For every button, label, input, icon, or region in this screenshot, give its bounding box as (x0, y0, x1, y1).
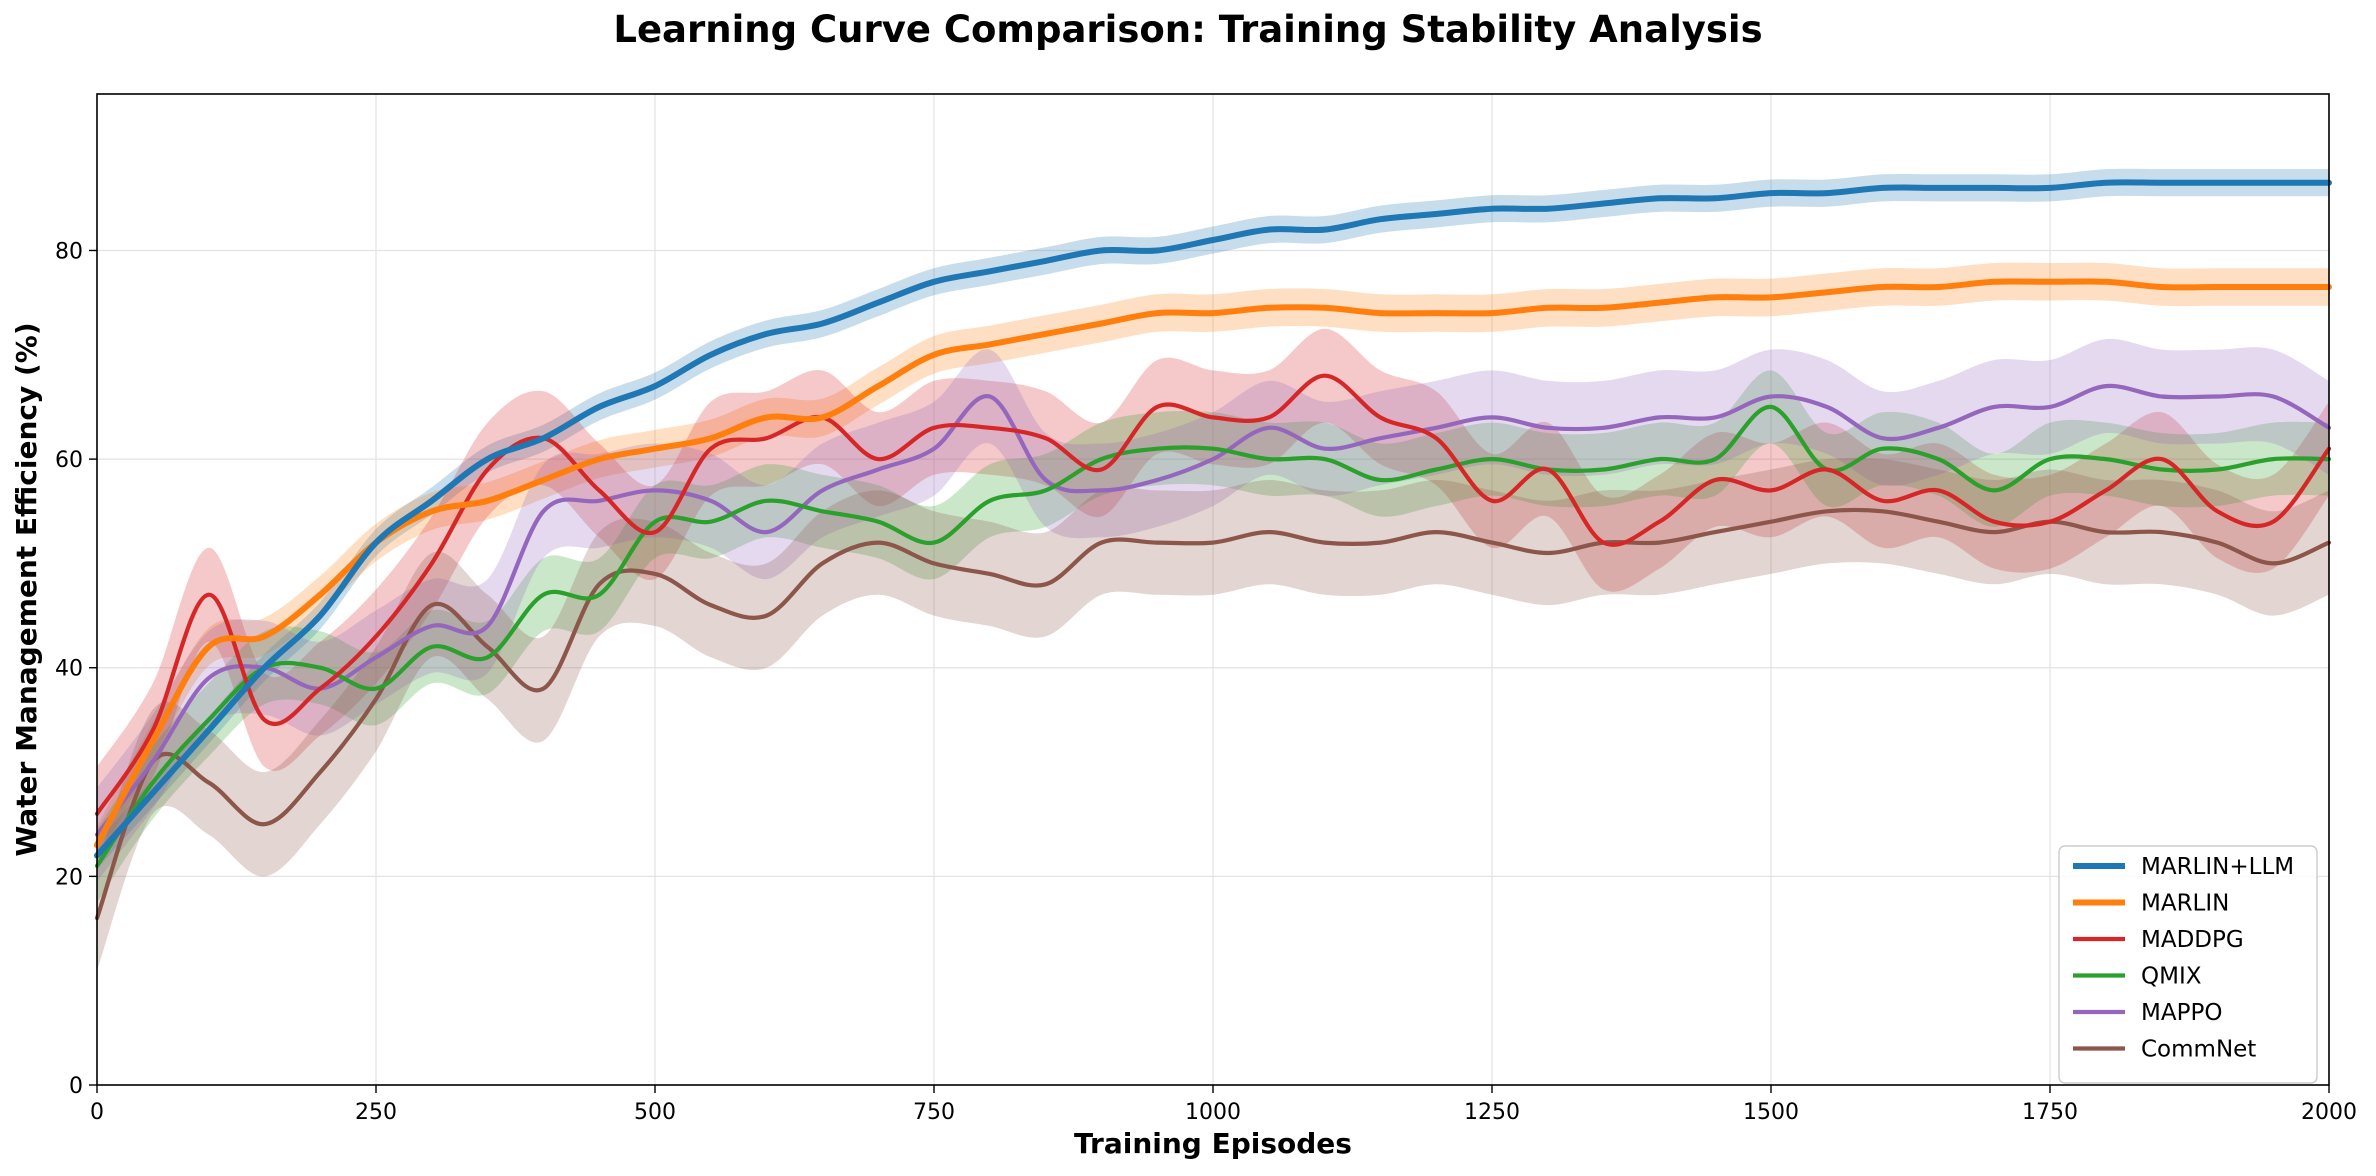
x-tick-label: 1000 (1185, 1100, 1241, 1125)
x-tick-label: 1750 (2022, 1100, 2078, 1125)
legend-label: QMIX (2141, 964, 2202, 990)
chart-title: Learning Curve Comparison: Training Stab… (613, 8, 1763, 51)
confidence-band (97, 370, 2329, 903)
series-line (94, 383, 2332, 837)
y-tick-label: 40 (55, 657, 83, 682)
series-lines (94, 179, 2332, 921)
legend-label: MARLIN+LLM (2141, 854, 2294, 880)
series-line (94, 179, 2332, 859)
legend-label: MARLIN (2141, 891, 2229, 917)
y-tick-label: 20 (55, 865, 83, 890)
legend-label: MAPPO (2141, 1000, 2222, 1026)
x-tick-label: 500 (634, 1100, 676, 1125)
series-line (94, 373, 2332, 816)
y-axis-label: Water Management Efficiency (%) (10, 322, 43, 856)
x-tick-label: 750 (913, 1100, 955, 1125)
series-line (94, 507, 2332, 921)
x-tick-label: 0 (90, 1100, 104, 1125)
x-tick-label: 1250 (1464, 1100, 1520, 1125)
series-line (94, 278, 2332, 849)
series-line (94, 404, 2332, 868)
axis-ticks: 0 250 500 750 1000 1250 1500 1750 2000 0 20 40 60 80 (55, 239, 2357, 1125)
confidence-bands (97, 168, 2329, 971)
x-tick-label: 250 (355, 1100, 397, 1125)
x-tick-label: 2000 (2301, 1100, 2357, 1125)
confidence-band (97, 338, 2329, 882)
x-tick-label: 1500 (1743, 1100, 1799, 1125)
y-tick-label: 0 (69, 1074, 83, 1099)
confidence-band (97, 457, 2329, 971)
legend: MARLIN+LLM MARLIN MADDPG QMIX MAPPO CommNet (2058, 845, 2318, 1084)
legend-label: CommNet (2141, 1037, 2256, 1063)
y-tick-label: 60 (55, 448, 83, 473)
confidence-band (97, 328, 2329, 861)
y-tick-label: 80 (55, 239, 83, 264)
x-axis-label: Training Episodes (1074, 1127, 1352, 1160)
legend-label: MADDPG (2141, 927, 2244, 953)
